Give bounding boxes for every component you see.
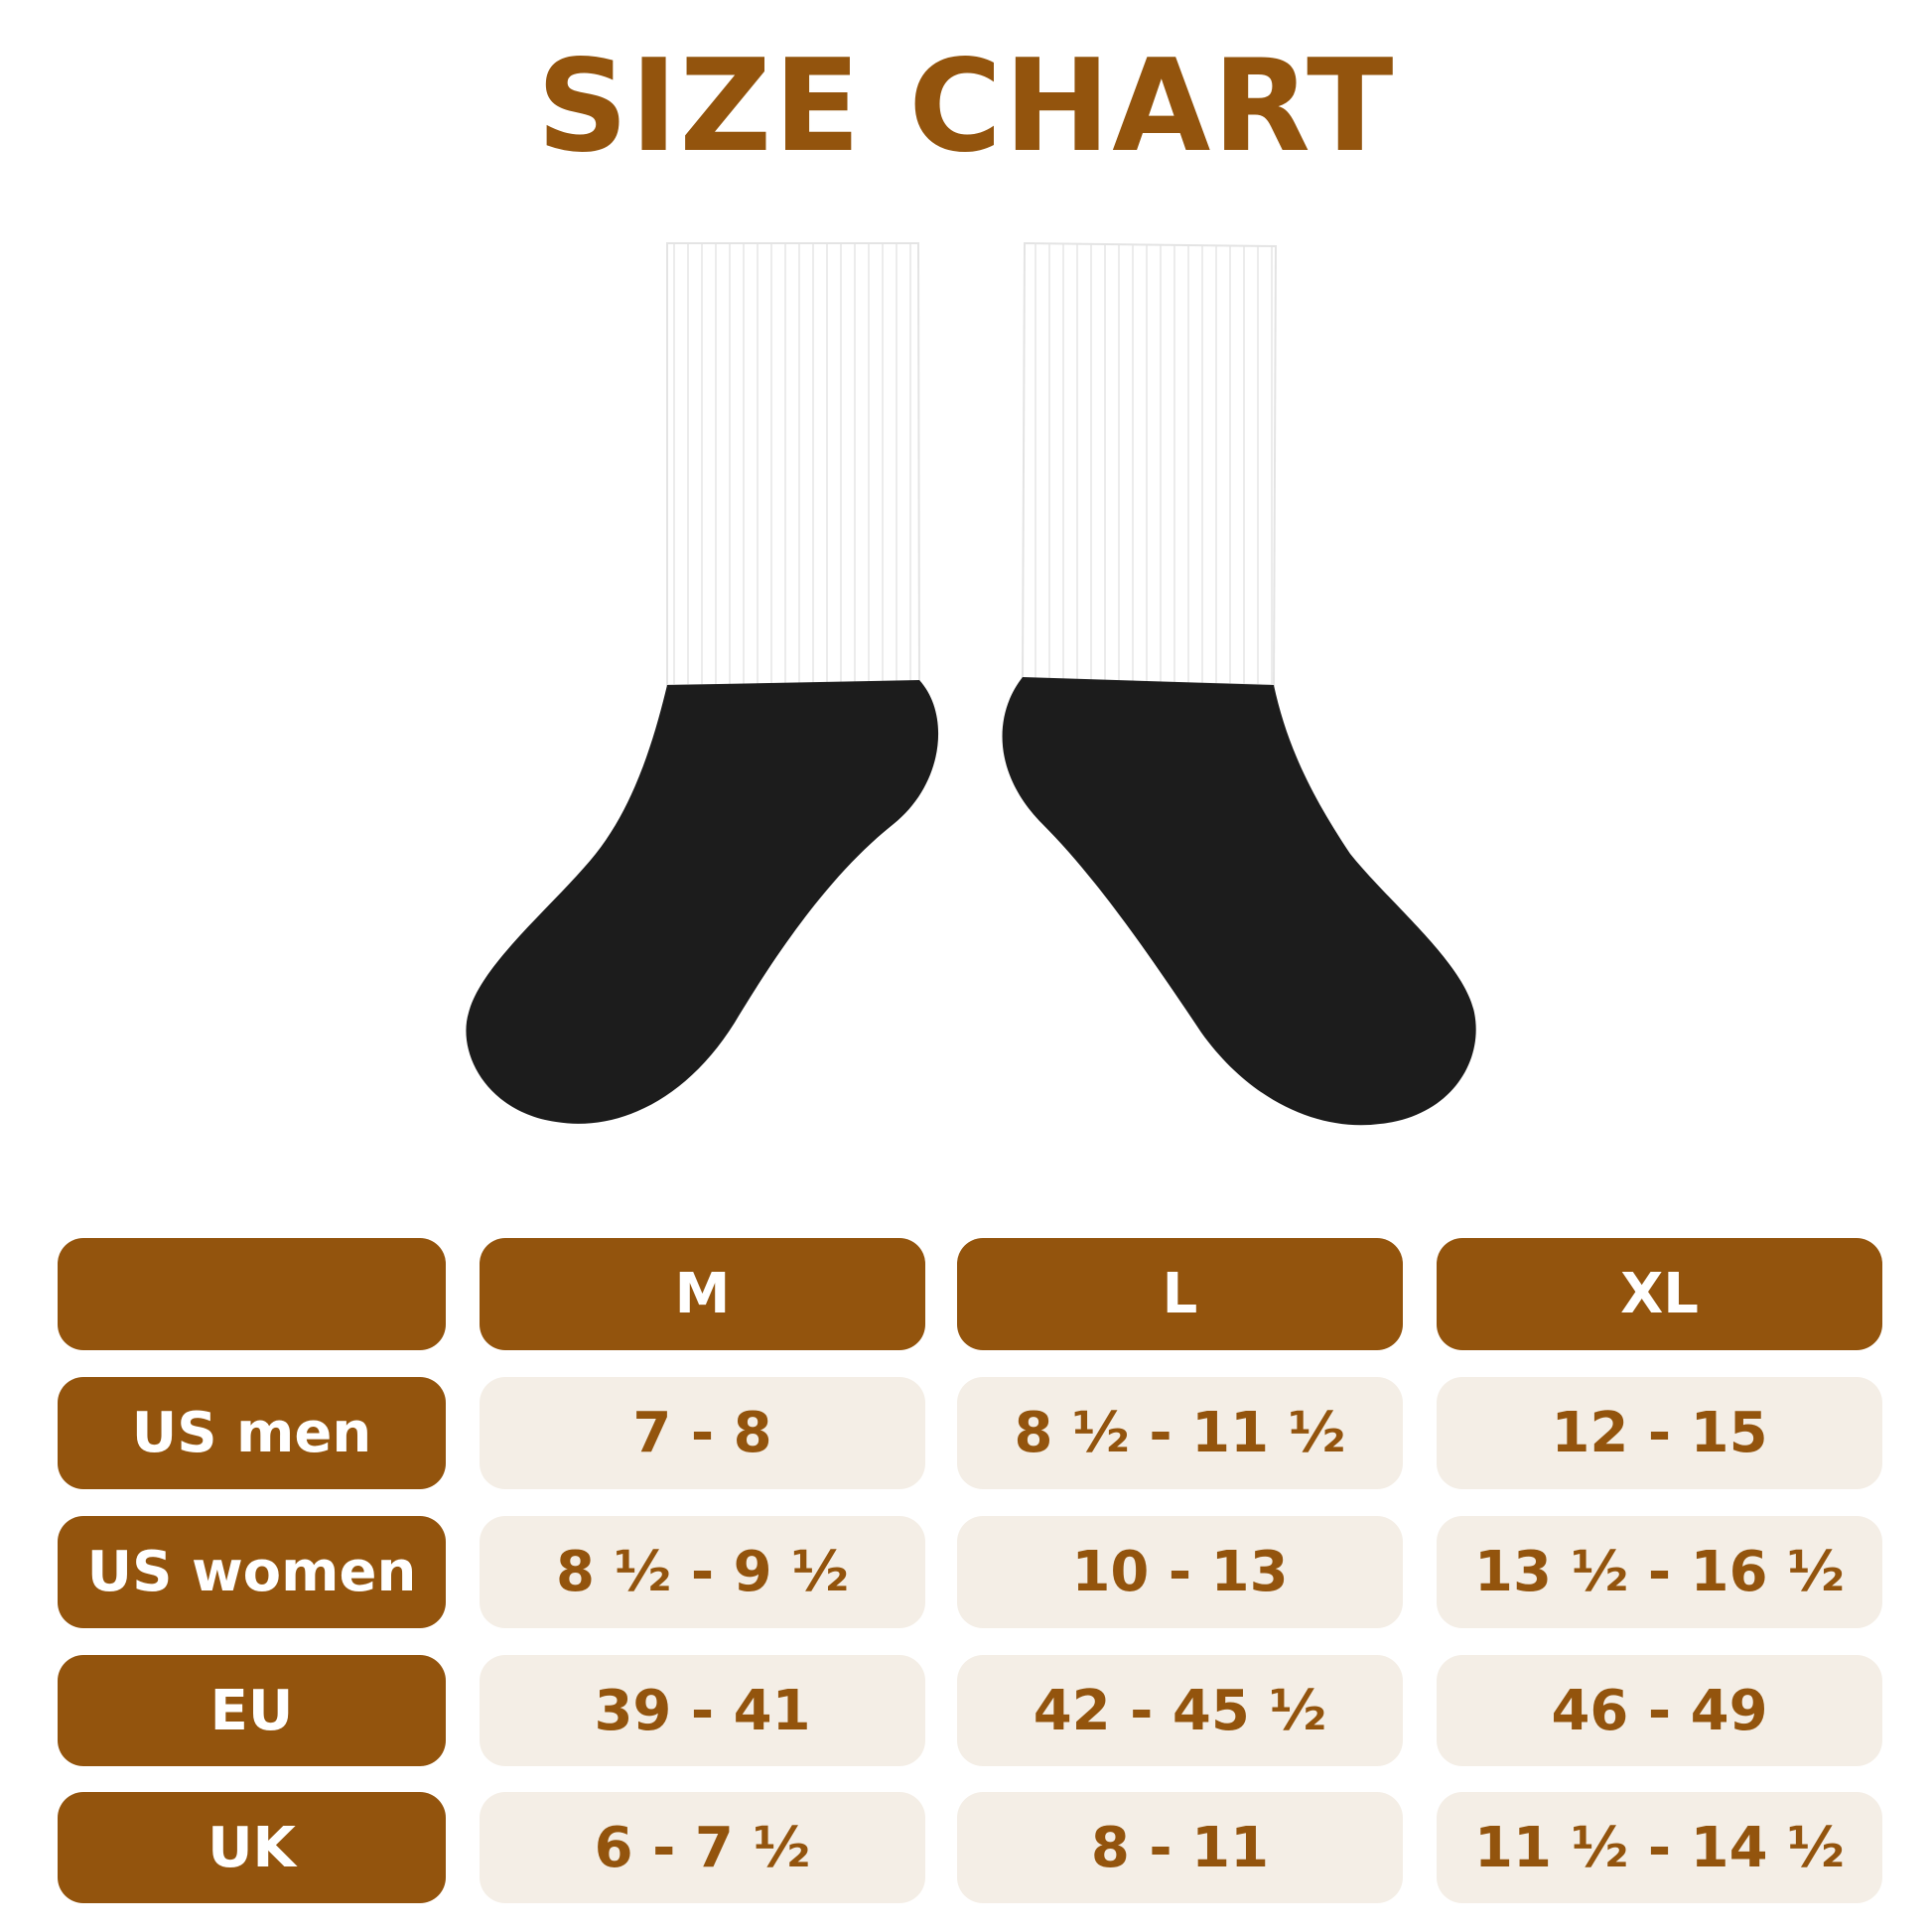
size-cell: 39 - 41 [480,1655,925,1766]
size-cell: 46 - 49 [1437,1655,1882,1766]
size-cell: 6 - 7 ½ [480,1792,925,1903]
row-label: US women [58,1516,446,1628]
row-label: EU [58,1655,446,1766]
size-cell: 8 ½ - 11 ½ [957,1377,1403,1489]
size-cell: 13 ½ - 16 ½ [1437,1516,1882,1628]
column-header [58,1238,446,1350]
size-cell: 12 - 15 [1437,1377,1882,1489]
size-cell: 11 ½ - 14 ½ [1437,1792,1882,1903]
left-sock [466,242,939,1124]
column-header: XL [1437,1238,1882,1350]
column-header: M [480,1238,925,1350]
page-title: SIZE CHART [536,33,1396,181]
right-sock [1002,241,1476,1126]
column-header: L [957,1238,1403,1350]
socks-image [466,241,1476,1126]
size-cell: 42 - 45 ½ [957,1655,1403,1766]
row-label: US men [58,1377,446,1489]
size-cell: 8 ½ - 9 ½ [480,1516,925,1628]
size-cell: 10 - 13 [957,1516,1403,1628]
size-cell: 8 - 11 [957,1792,1403,1903]
size-cell: 7 - 8 [480,1377,925,1489]
row-label: UK [58,1792,446,1903]
